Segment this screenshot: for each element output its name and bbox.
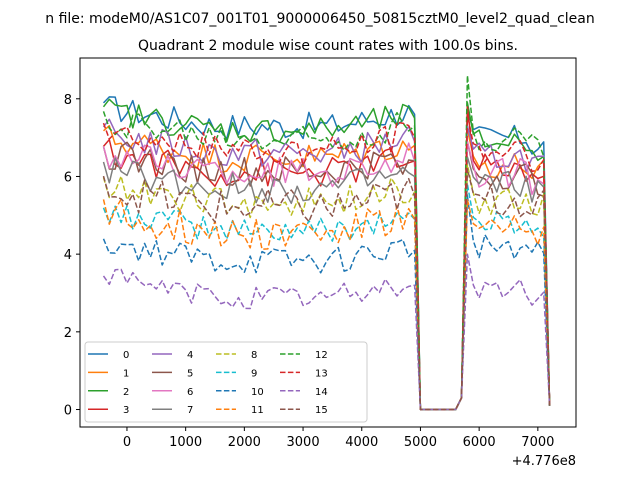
legend-label-9: 9 [251,368,257,379]
legend-label-14: 14 [315,387,328,398]
y-tick-label: 8 [64,93,72,108]
series-line-13 [102,113,551,411]
series-line-12 [102,74,551,411]
x-axis: 0 1000 2000 3000 4000 5000 6000 7000 [123,427,554,450]
legend-label-0: 0 [123,350,129,361]
y-tick-label: 2 [64,326,72,341]
series-line-10 [102,195,551,411]
x-tick-label: 5000 [404,435,437,450]
x-tick-label: 7000 [521,435,554,450]
x-tick-label: 4000 [345,435,378,450]
plot-area-frame [79,57,577,428]
x-tick-label: 6000 [463,435,496,450]
legend-label-11: 11 [251,405,264,416]
y-tick-label: 4 [64,248,72,263]
figure-suptitle: n file: modeM0/AS1C07_001T01_9000006450_… [45,11,594,27]
legend-label-1: 1 [123,368,129,379]
series-line-7 [102,156,551,411]
x-offset-label: +4.776e8 [512,454,576,469]
series-line-8 [102,164,551,411]
y-axis: 0 2 4 6 8 [64,93,80,419]
x-tick-label: 2000 [228,435,261,450]
legend-label-4: 4 [187,350,193,361]
legend-box [84,341,368,423]
legend-label-13: 13 [315,368,328,379]
series-line-4 [102,118,551,411]
chart-title: Quadrant 2 module wise count rates with … [138,38,518,54]
legend-label-3: 3 [123,405,129,416]
series-line-0 [102,96,551,411]
series-line-14 [102,253,551,411]
series-line-11 [102,198,551,411]
legend-label-8: 8 [251,350,257,361]
legend-label-12: 12 [315,350,328,361]
y-tick-label: 0 [64,404,72,419]
series-layer [102,74,551,411]
series-line-15 [102,167,551,411]
legend-label-10: 10 [251,387,264,398]
x-tick-label: 3000 [287,435,320,450]
series-line-2 [102,98,551,411]
series-line-6 [102,140,551,411]
series-line-1 [103,124,551,411]
x-tick-label: 1000 [169,435,202,450]
legend-label-5: 5 [187,368,193,379]
x-tick-label: 0 [123,435,131,450]
y-tick-label: 6 [64,170,72,185]
legend-label-7: 7 [187,405,193,416]
legend-label-2: 2 [123,387,129,398]
legend-label-6: 6 [187,387,193,398]
legend-label-15: 15 [315,405,328,416]
